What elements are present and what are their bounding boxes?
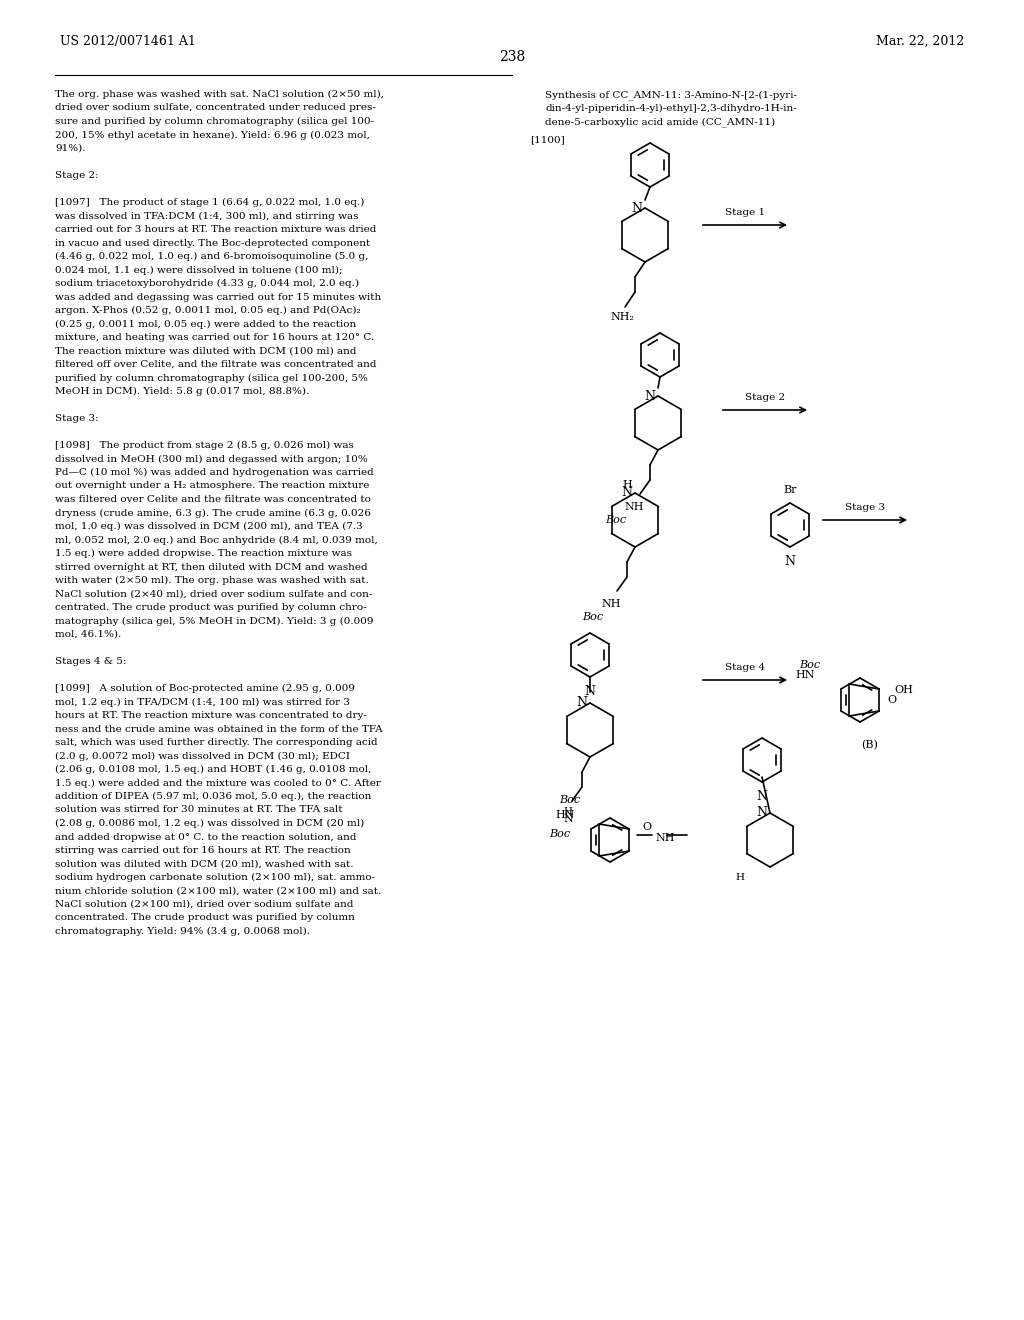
Text: NH: NH [655,833,675,843]
Text: O: O [887,696,896,705]
Text: NH₂: NH₂ [610,312,634,322]
Text: sure and purified by column chromatography (silica gel 100-: sure and purified by column chromatograp… [55,117,374,127]
Text: ml, 0.052 mol, 2.0 eq.) and Boc anhydride (8.4 ml, 0.039 mol,: ml, 0.052 mol, 2.0 eq.) and Boc anhydrid… [55,536,378,545]
Text: (4.46 g, 0.022 mol, 1.0 eq.) and 6-bromoisoquinoline (5.0 g,: (4.46 g, 0.022 mol, 1.0 eq.) and 6-bromo… [55,252,369,261]
Text: N: N [784,554,796,568]
Text: purified by column chromatography (silica gel 100-200, 5%: purified by column chromatography (silic… [55,374,368,383]
Text: Stage 3: Stage 3 [845,503,885,512]
Text: and added dropwise at 0° C. to the reaction solution, and: and added dropwise at 0° C. to the react… [55,833,356,842]
Text: carried out for 3 hours at RT. The reaction mixture was dried: carried out for 3 hours at RT. The react… [55,224,377,234]
Text: dissolved in MeOH (300 ml) and degassed with argon; 10%: dissolved in MeOH (300 ml) and degassed … [55,454,368,463]
Text: 91%).: 91%). [55,144,85,153]
Text: 1.5 eq.) were added dropwise. The reaction mixture was: 1.5 eq.) were added dropwise. The reacti… [55,549,352,558]
Text: N: N [757,789,768,803]
Text: (2.08 g, 0.0086 mol, 1.2 eq.) was dissolved in DCM (20 ml): (2.08 g, 0.0086 mol, 1.2 eq.) was dissol… [55,818,365,828]
Text: N: N [585,685,596,698]
Text: solution was stirred for 30 minutes at RT. The TFA salt: solution was stirred for 30 minutes at R… [55,805,342,814]
Text: [1099]   A solution of Boc-protected amine (2.95 g, 0.009: [1099] A solution of Boc-protected amine… [55,684,355,693]
Text: stirring was carried out for 16 hours at RT. The reaction: stirring was carried out for 16 hours at… [55,846,351,855]
Text: concentrated. The crude product was purified by column: concentrated. The crude product was puri… [55,913,355,923]
Text: O: O [642,822,651,832]
Text: The org. phase was washed with sat. NaCl solution (2×50 ml),: The org. phase was washed with sat. NaCl… [55,90,384,99]
Text: NaCl solution (2×40 ml), dried over sodium sulfate and con-: NaCl solution (2×40 ml), dried over sodi… [55,590,373,598]
Text: N: N [563,814,572,824]
Text: Boc: Boc [605,515,627,525]
Text: (0.25 g, 0.0011 mol, 0.05 eq.) were added to the reaction: (0.25 g, 0.0011 mol, 0.05 eq.) were adde… [55,319,356,329]
Text: hours at RT. The reaction mixture was concentrated to dry-: hours at RT. The reaction mixture was co… [55,711,367,719]
Text: The reaction mixture was diluted with DCM (100 ml) and: The reaction mixture was diluted with DC… [55,346,356,355]
Text: N: N [644,389,655,403]
Text: Synthesis of CC_AMN-11: 3-Amino-N-[2-(1-pyri-: Synthesis of CC_AMN-11: 3-Amino-N-[2-(1-… [545,90,797,100]
Text: 0.024 mol, 1.1 eq.) were dissolved in toluene (100 ml);: 0.024 mol, 1.1 eq.) were dissolved in to… [55,265,342,275]
Text: was added and degassing was carried out for 15 minutes with: was added and degassing was carried out … [55,293,381,301]
Text: NH: NH [601,599,621,609]
Text: MeOH in DCM). Yield: 5.8 g (0.017 mol, 88.8%).: MeOH in DCM). Yield: 5.8 g (0.017 mol, 8… [55,387,309,396]
Text: [1097]   The product of stage 1 (6.64 g, 0.022 mol, 1.0 eq.): [1097] The product of stage 1 (6.64 g, 0… [55,198,365,207]
Text: mol, 1.0 eq.) was dissolved in DCM (200 ml), and TEA (7.3: mol, 1.0 eq.) was dissolved in DCM (200 … [55,521,362,531]
Text: N: N [622,487,633,499]
Text: US 2012/0071461 A1: US 2012/0071461 A1 [60,36,196,48]
Text: [1098]   The product from stage 2 (8.5 g, 0.026 mol) was: [1098] The product from stage 2 (8.5 g, … [55,441,354,450]
Text: H: H [735,873,744,882]
Text: mixture, and heating was carried out for 16 hours at 120° C.: mixture, and heating was carried out for… [55,333,374,342]
Text: ness and the crude amine was obtained in the form of the TFA: ness and the crude amine was obtained in… [55,725,383,734]
Text: dried over sodium sulfate, concentrated under reduced pres-: dried over sodium sulfate, concentrated … [55,103,376,112]
Text: 200, 15% ethyl acetate in hexane). Yield: 6.96 g (0.023 mol,: 200, 15% ethyl acetate in hexane). Yield… [55,131,370,140]
Text: Br: Br [783,484,797,495]
Text: N: N [757,807,768,820]
Text: dene-5-carboxylic acid amide (CC_AMN-11): dene-5-carboxylic acid amide (CC_AMN-11) [545,117,775,127]
Text: OH: OH [894,685,912,696]
Text: Boc: Boc [550,829,570,840]
Text: (2.0 g, 0.0072 mol) was dissolved in DCM (30 ml); EDCI: (2.0 g, 0.0072 mol) was dissolved in DCM… [55,751,350,760]
Text: dryness (crude amine, 6.3 g). The crude amine (6.3 g, 0.026: dryness (crude amine, 6.3 g). The crude … [55,508,371,517]
Text: HN: HN [555,810,574,820]
Text: H: H [563,807,572,816]
Text: 238: 238 [499,50,525,63]
Text: matography (silica gel, 5% MeOH in DCM). Yield: 3 g (0.009: matography (silica gel, 5% MeOH in DCM).… [55,616,374,626]
Text: NH: NH [625,502,644,512]
Text: NaCl solution (2×100 ml), dried over sodium sulfate and: NaCl solution (2×100 ml), dried over sod… [55,900,353,909]
Text: salt, which was used further directly. The corresponding acid: salt, which was used further directly. T… [55,738,378,747]
Text: stirred overnight at RT, then diluted with DCM and washed: stirred overnight at RT, then diluted wi… [55,562,368,572]
Text: (B): (B) [861,741,879,750]
Text: Stage 3:: Stage 3: [55,414,98,422]
Text: mol, 1.2 eq.) in TFA/DCM (1:4, 100 ml) was stirred for 3: mol, 1.2 eq.) in TFA/DCM (1:4, 100 ml) w… [55,697,350,706]
Text: nium chloride solution (2×100 ml), water (2×100 ml) and sat.: nium chloride solution (2×100 ml), water… [55,887,381,895]
Text: N: N [577,697,588,710]
Text: with water (2×50 ml). The org. phase was washed with sat.: with water (2×50 ml). The org. phase was… [55,576,369,585]
Text: H: H [623,480,632,490]
Text: centrated. The crude product was purified by column chro-: centrated. The crude product was purifie… [55,603,367,612]
Text: N: N [632,202,642,214]
Text: Boc: Boc [800,660,820,671]
Text: out overnight under a H₂ atmosphere. The reaction mixture: out overnight under a H₂ atmosphere. The… [55,482,370,491]
Text: Mar. 22, 2012: Mar. 22, 2012 [876,36,964,48]
Text: din-4-yl-piperidin-4-yl)-ethyl]-2,3-dihydro-1H-in-: din-4-yl-piperidin-4-yl)-ethyl]-2,3-dihy… [545,103,797,112]
Text: Pd—C (10 mol %) was added and hydrogenation was carried: Pd—C (10 mol %) was added and hydrogenat… [55,469,374,477]
Text: mol, 46.1%).: mol, 46.1%). [55,630,121,639]
Text: Stage 2: Stage 2 [744,393,785,403]
Text: Stage 4: Stage 4 [725,663,765,672]
Text: was dissolved in TFA:DCM (1:4, 300 ml), and stirring was: was dissolved in TFA:DCM (1:4, 300 ml), … [55,211,358,220]
Text: [1100]: [1100] [530,136,565,144]
Text: filtered off over Celite, and the filtrate was concentrated and: filtered off over Celite, and the filtra… [55,360,377,370]
Text: Boc: Boc [583,612,603,622]
Text: solution was diluted with DCM (20 ml), washed with sat.: solution was diluted with DCM (20 ml), w… [55,859,353,869]
Text: Stage 1: Stage 1 [725,209,765,216]
Text: 1.5 eq.) were added and the mixture was cooled to 0° C. After: 1.5 eq.) were added and the mixture was … [55,779,381,788]
Text: HN: HN [796,671,815,680]
Text: in vacuo and used directly. The Boc-deprotected component: in vacuo and used directly. The Boc-depr… [55,239,371,248]
Text: sodium hydrogen carbonate solution (2×100 ml), sat. ammo-: sodium hydrogen carbonate solution (2×10… [55,873,375,882]
Text: Stage 2:: Stage 2: [55,172,98,180]
Text: was filtered over Celite and the filtrate was concentrated to: was filtered over Celite and the filtrat… [55,495,371,504]
Text: chromatography. Yield: 94% (3.4 g, 0.0068 mol).: chromatography. Yield: 94% (3.4 g, 0.006… [55,927,310,936]
Text: addition of DIPEA (5.97 ml, 0.036 mol, 5.0 eq.), the reaction: addition of DIPEA (5.97 ml, 0.036 mol, 5… [55,792,372,801]
Text: (2.06 g, 0.0108 mol, 1.5 eq.) and HOBT (1.46 g, 0.0108 mol,: (2.06 g, 0.0108 mol, 1.5 eq.) and HOBT (… [55,766,372,774]
Text: argon. X-Phos (0.52 g, 0.0011 mol, 0.05 eq.) and Pd(OAc)₂: argon. X-Phos (0.52 g, 0.0011 mol, 0.05 … [55,306,360,315]
Text: Boc: Boc [559,795,581,805]
Text: Stages 4 & 5:: Stages 4 & 5: [55,657,126,667]
Text: sodium triacetoxyborohydride (4.33 g, 0.044 mol, 2.0 eq.): sodium triacetoxyborohydride (4.33 g, 0.… [55,279,359,288]
